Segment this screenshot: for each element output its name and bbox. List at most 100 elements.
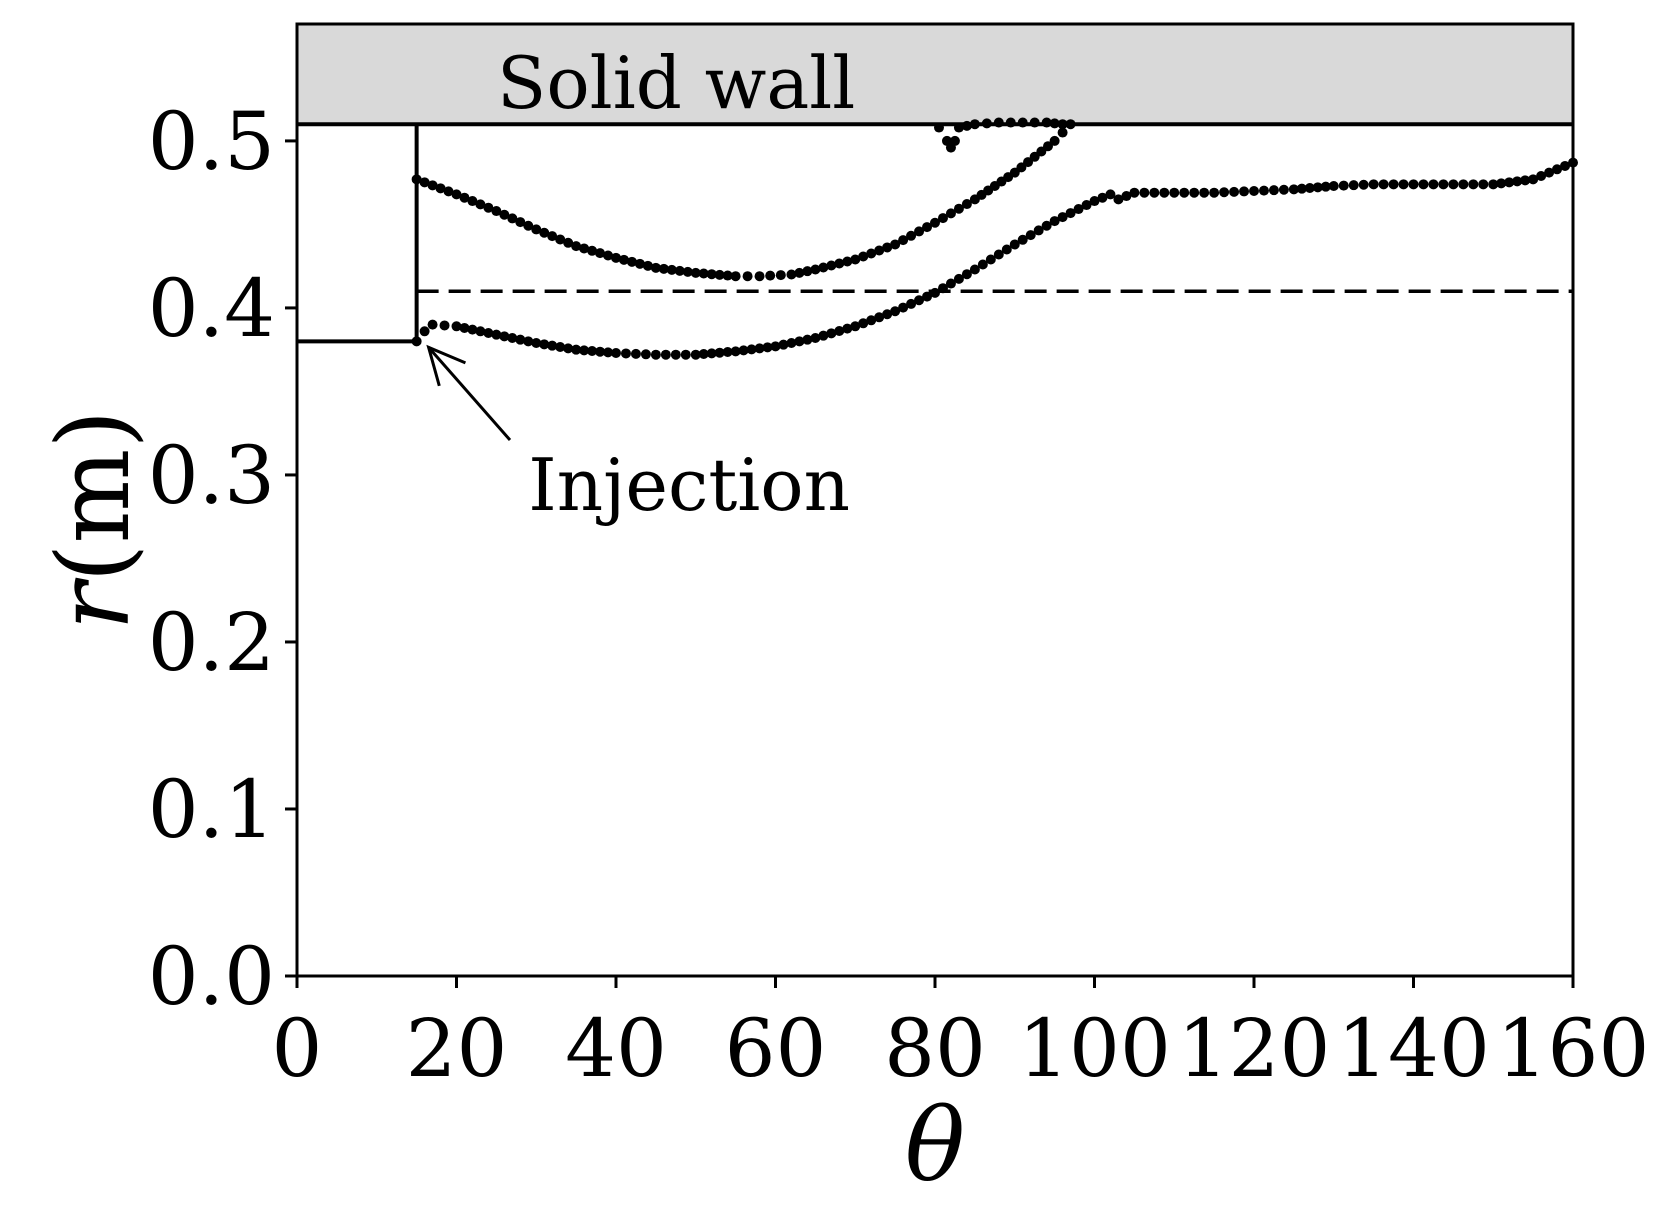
data-point	[826, 328, 837, 339]
y-tick-label: 0.4	[148, 262, 275, 355]
data-point	[1239, 186, 1250, 197]
data-point	[523, 336, 534, 347]
data-point	[1249, 186, 1259, 197]
data-point	[475, 326, 486, 337]
data-point	[1552, 164, 1563, 175]
data-point	[818, 330, 829, 341]
data-point	[547, 340, 558, 351]
data-point	[1358, 179, 1369, 190]
data-point	[555, 234, 566, 245]
data-point	[1049, 216, 1060, 227]
data-point	[1097, 192, 1108, 203]
data-point	[467, 324, 478, 335]
data-point	[670, 349, 681, 360]
data-point	[539, 227, 550, 238]
data-point	[1113, 194, 1124, 205]
solid-wall-label: Solid wall	[497, 41, 855, 125]
data-point	[563, 237, 574, 248]
data-point	[1438, 179, 1449, 190]
data-point	[499, 209, 510, 220]
data-point	[730, 346, 741, 357]
data-point	[914, 295, 925, 306]
data-point	[690, 267, 701, 278]
data-point	[611, 252, 621, 263]
data-point	[810, 332, 821, 343]
data-point	[1258, 185, 1269, 196]
chart-marks	[411, 117, 1578, 441]
x-tick-label: 80	[884, 1002, 986, 1095]
data-point	[579, 345, 590, 356]
data-point	[858, 318, 869, 329]
data-point	[890, 239, 901, 250]
data-point	[746, 344, 757, 355]
data-point	[754, 343, 765, 354]
data-point	[1504, 177, 1515, 188]
data-point	[945, 278, 956, 289]
data-point	[722, 347, 733, 358]
data-point	[1418, 179, 1429, 190]
data-point	[1009, 239, 1020, 250]
data-point	[507, 332, 518, 343]
data-point	[571, 241, 582, 252]
data-point	[961, 199, 972, 210]
data-point	[794, 267, 805, 278]
data-point	[775, 270, 786, 281]
data-point	[499, 331, 510, 342]
data-point	[1408, 179, 1419, 190]
data-point	[1159, 187, 1170, 198]
data-point	[778, 339, 789, 350]
data-point	[1017, 234, 1028, 245]
data-point	[922, 222, 933, 233]
data-point	[953, 203, 964, 214]
data-point	[898, 302, 909, 313]
data-point	[1278, 184, 1289, 195]
data-point	[882, 309, 893, 320]
data-point	[650, 349, 661, 360]
y-tick-label: 0.5	[148, 95, 275, 188]
data-point	[427, 180, 438, 191]
x-axis-label: θ	[905, 1087, 965, 1204]
data-point	[1488, 179, 1499, 190]
data-point	[993, 249, 1004, 260]
data-point	[1169, 187, 1180, 198]
data-point	[658, 263, 669, 274]
data-point	[618, 254, 629, 265]
data-point	[1478, 179, 1489, 190]
y-tick-label: 0.3	[148, 429, 275, 522]
data-point	[961, 269, 972, 280]
x-tick-label: 60	[725, 1002, 827, 1095]
data-point	[1025, 230, 1036, 241]
data-point	[1496, 178, 1507, 189]
data-point	[1388, 179, 1399, 190]
data-point	[949, 135, 960, 146]
data-point	[898, 235, 909, 246]
data-point	[1219, 187, 1230, 198]
data-point	[491, 206, 502, 217]
data-point	[969, 264, 980, 275]
data-point	[451, 189, 462, 200]
data-point	[680, 349, 691, 360]
data-point	[1017, 117, 1028, 128]
data-point	[1179, 187, 1190, 198]
data-point	[642, 260, 653, 271]
data-point	[427, 319, 438, 330]
data-point	[523, 220, 534, 231]
injection-arrow-shaft	[427, 346, 512, 441]
data-point	[961, 120, 972, 131]
data-point	[981, 118, 992, 129]
data-point	[467, 196, 478, 207]
data-point	[1304, 183, 1315, 194]
data-point	[1129, 187, 1140, 198]
data-point	[634, 258, 645, 269]
data-point	[1049, 135, 1060, 146]
injection-arrow-head	[426, 344, 467, 387]
data-point	[818, 262, 829, 273]
series-3	[933, 117, 1068, 153]
data-point	[985, 254, 996, 265]
data-point	[451, 321, 462, 332]
data-point	[1065, 119, 1076, 130]
data-point	[1005, 117, 1016, 128]
data-point	[850, 321, 861, 332]
data-point	[810, 264, 821, 275]
data-point	[563, 343, 574, 354]
